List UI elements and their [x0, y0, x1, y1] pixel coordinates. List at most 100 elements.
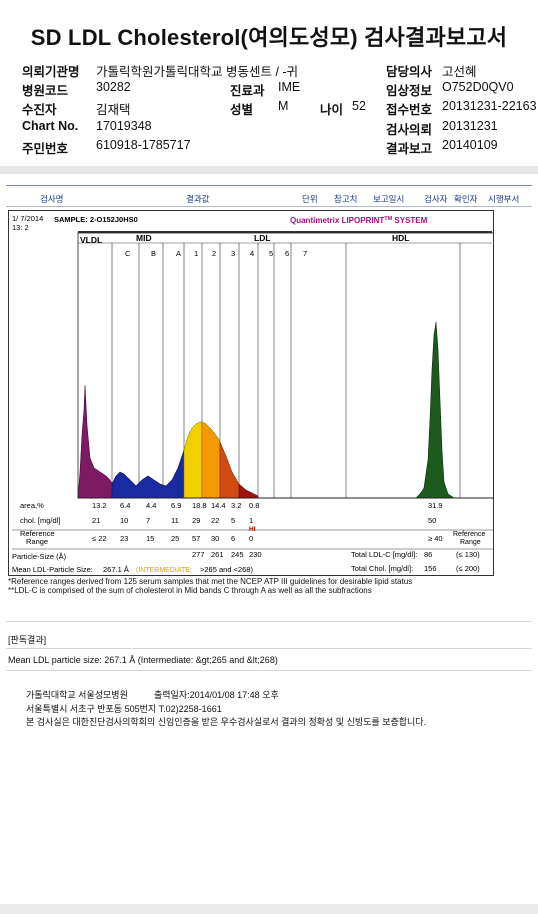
report-frame: [8, 210, 494, 576]
column-header: 보고일시: [373, 194, 405, 204]
band-label: 2: [212, 249, 216, 258]
info-label: 수진자: [22, 103, 57, 117]
total-chol-value: 156: [424, 564, 437, 573]
ref-value: 15: [146, 534, 154, 543]
mid-peak: [111, 449, 185, 498]
column-header: 검사자: [424, 194, 448, 204]
page-bottom-bar: [0, 904, 538, 914]
report-date: 1/ 7/2014: [12, 214, 43, 223]
column-header: 참고치: [334, 194, 358, 204]
mean-size-range: >265 and <268): [200, 565, 253, 574]
band-label: 3: [231, 249, 235, 258]
hdl-label: HDL: [392, 233, 409, 243]
ref-value: 23: [120, 534, 128, 543]
info-value: M: [278, 99, 289, 113]
psize-value: 230: [249, 550, 262, 559]
area-value: 3.2: [231, 501, 241, 510]
lipoprint-report: 1/ 7/2014 13: 2 SAMPLE: 2-O152J0HS0 Quan…: [8, 210, 494, 576]
info-value: 610918-1785717: [96, 138, 191, 152]
column-header: 시행부서: [488, 194, 520, 204]
ref-label-1: Reference: [20, 529, 55, 538]
mean-size-class: (INTERMEDIATE;: [136, 567, 192, 574]
result-bottom-rule: [6, 670, 532, 671]
info-label: 진료과: [230, 84, 265, 98]
info-value: 가톨릭학원가톨릭대학교 병동센트 / -귀: [96, 65, 299, 79]
chol-value: 22: [211, 516, 219, 525]
info-value: 20131231-22163: [442, 99, 537, 113]
mean-size-value: 267.1 Å: [103, 565, 129, 574]
ref-value: 0: [249, 534, 253, 543]
densitometry-peaks: [77, 321, 455, 499]
ref-value: 30: [211, 534, 219, 543]
ldl-label: LDL: [254, 233, 271, 243]
brand-label: Quantimetrix LIPOPRINTTM SYSTEM: [290, 216, 428, 225]
hdl-peak: [415, 321, 455, 499]
chol-value: 11: [171, 516, 179, 525]
hi-flag: HI: [249, 526, 256, 533]
info-label: 병원코드: [22, 84, 69, 98]
vldl-label: VLDL: [80, 235, 102, 245]
info-label: 주민번호: [22, 142, 69, 156]
sample-id: SAMPLE: 2-O152J0HS0: [54, 215, 138, 224]
area-value: 6.9: [171, 501, 181, 510]
chol-value: 7: [146, 516, 150, 525]
result-text: Mean LDL particle size: 267.1 Å (Interme…: [8, 655, 278, 665]
vldl-peak: [77, 384, 113, 499]
chol-value: 5: [231, 516, 235, 525]
psize-value: 277: [192, 550, 205, 559]
band-label: 7: [303, 249, 307, 258]
band-header-rule: [78, 231, 492, 233]
info-value: 17019348: [96, 119, 152, 133]
area-value: 0.8: [249, 501, 259, 510]
chol-label: chol. [mg/dl]: [20, 516, 60, 525]
ldl-peak-1: [183, 421, 203, 498]
footer-printed: 출력일자:2014/01/08 17:48 오후: [154, 690, 279, 700]
band-label: 6: [285, 249, 289, 258]
info-label: 임상정보: [386, 84, 433, 98]
info-value: O752D0QV0: [442, 80, 514, 94]
area-value: 31.9: [428, 501, 443, 510]
area-value: 6.4: [120, 501, 130, 510]
band-label: A: [176, 249, 181, 258]
total-ldl-label: Total LDL-C [mg/dl]:: [351, 550, 417, 559]
info-value: 김재택: [96, 103, 131, 117]
ref-right-2: Range: [460, 539, 481, 546]
info-value: IME: [278, 80, 301, 94]
ldl-peak-4: [238, 483, 259, 498]
band-label: 4: [250, 249, 254, 258]
chol-value: 21: [92, 516, 100, 525]
report-time: 13: 2: [12, 223, 29, 232]
result-top-rule: [6, 621, 532, 622]
psize-value: 245: [231, 550, 244, 559]
footnote: **LDL-C is comprised of the sum of chole…: [8, 586, 372, 595]
footer-address: 서울특별시 서초구 반포동 505번지 T.02)2258-1661: [26, 704, 222, 714]
mean-size-label: Mean LDL-Particle Size:: [12, 565, 93, 574]
section-divider: [0, 166, 538, 174]
chol-value: 1: [249, 516, 253, 525]
info-value: 52: [352, 99, 366, 113]
mid-label: MID: [136, 233, 152, 243]
plot-frame: [77, 232, 494, 499]
chol-value: 10: [120, 516, 128, 525]
total-ldl-value: 86: [424, 550, 432, 559]
column-header-bottom-rule: [6, 206, 532, 207]
band-label: B: [151, 249, 156, 258]
page-title: SD LDL Cholesterol(여의도성모) 검사결과보고서: [30, 25, 508, 50]
band-label: C: [125, 249, 131, 258]
area-value: 13.2: [92, 501, 107, 510]
area-value: 18.8: [192, 501, 207, 510]
info-value: 20131231: [442, 119, 498, 133]
ref-right-1: Reference: [453, 531, 485, 538]
total-chol-ref: (≤ 200): [456, 564, 480, 573]
info-value: 30282: [96, 80, 131, 94]
psize-label: Particle-Size (Å): [12, 552, 67, 561]
result-heading: [판독결과]: [8, 635, 47, 645]
ref-value: ≥ 40: [428, 534, 443, 543]
info-label: 성별: [230, 103, 254, 117]
footnote: *Reference ranges derived from 125 serum…: [8, 577, 413, 586]
area-value: 14.4: [211, 501, 226, 510]
info-value: 고선혜: [442, 65, 477, 79]
info-label: 의뢰기관명: [22, 65, 80, 79]
info-label: 담당의사: [386, 65, 433, 79]
band-lines: [111, 243, 461, 498]
